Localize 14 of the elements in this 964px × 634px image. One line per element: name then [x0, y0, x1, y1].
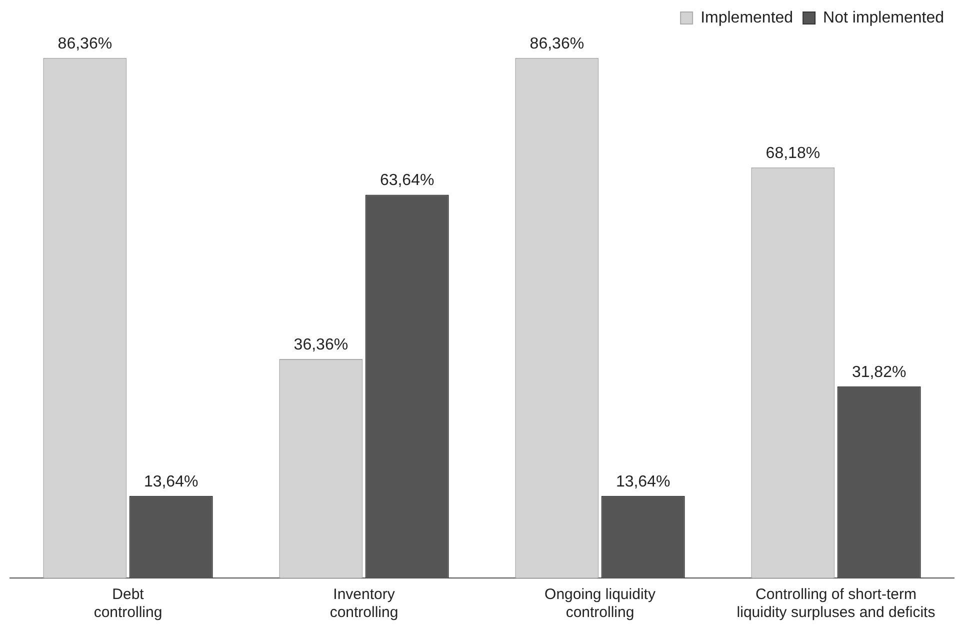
data-label: 13,64%	[144, 473, 198, 490]
data-label: 31,82%	[852, 364, 906, 381]
data-label: 86,36%	[530, 35, 584, 52]
x-tick-label: Inventory controlling	[330, 586, 398, 622]
data-label: 36,36%	[294, 336, 348, 354]
legend-label: Not implemented	[823, 9, 944, 26]
data-label: 63,64%	[380, 172, 434, 190]
x-tick-label: Debt controlling	[94, 586, 162, 622]
legend-label: Implemented	[700, 9, 794, 26]
data-label: 86,36%	[58, 35, 112, 52]
data-label: 68,18%	[766, 144, 820, 162]
x-tick-label: Ongoing liquidity controlling	[544, 586, 656, 622]
data-label: 13,64%	[616, 473, 670, 490]
x-tick-label: Controlling of short-term liquidity surpluses and deficits	[736, 586, 936, 622]
